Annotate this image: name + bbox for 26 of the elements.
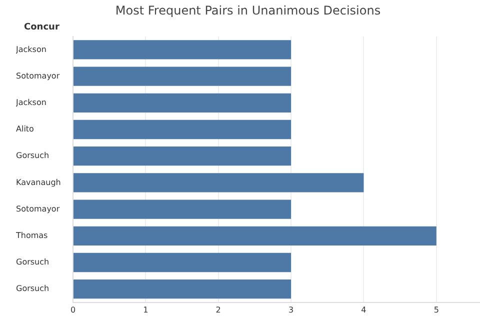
bar [74, 120, 292, 140]
y-tick-label: Gorsuch [16, 151, 50, 160]
bar [74, 93, 292, 112]
bar [74, 226, 436, 246]
y-tick-label: Gorsuch [16, 284, 50, 294]
x-tick-label: 5 [434, 305, 439, 314]
bar [74, 146, 292, 166]
bar [74, 66, 292, 86]
y-tick-label: Gorsuch [16, 258, 50, 267]
y-tick-label: Sotomayor [16, 204, 60, 214]
x-tick-label: 2 [216, 305, 221, 314]
bar [74, 252, 292, 272]
x-tick-label: 1 [143, 305, 148, 314]
y-tick-label: Alito [16, 124, 34, 134]
bar [74, 200, 292, 219]
y-tick-label: Sotomayor [16, 71, 60, 80]
bar [74, 40, 292, 60]
y-tick-label: Kavanaugh [16, 178, 61, 187]
x-tick-label: 3 [288, 305, 294, 314]
bar [74, 280, 292, 299]
bar [74, 173, 364, 192]
y-axis-title: Concur [24, 22, 60, 32]
chart-title: Most Frequent Pairs in Unanimous Decisions [115, 3, 381, 18]
y-tick-label: Thomas [15, 230, 48, 240]
x-tick-label: 0 [70, 305, 76, 314]
x-tick-label: 4 [361, 305, 366, 314]
